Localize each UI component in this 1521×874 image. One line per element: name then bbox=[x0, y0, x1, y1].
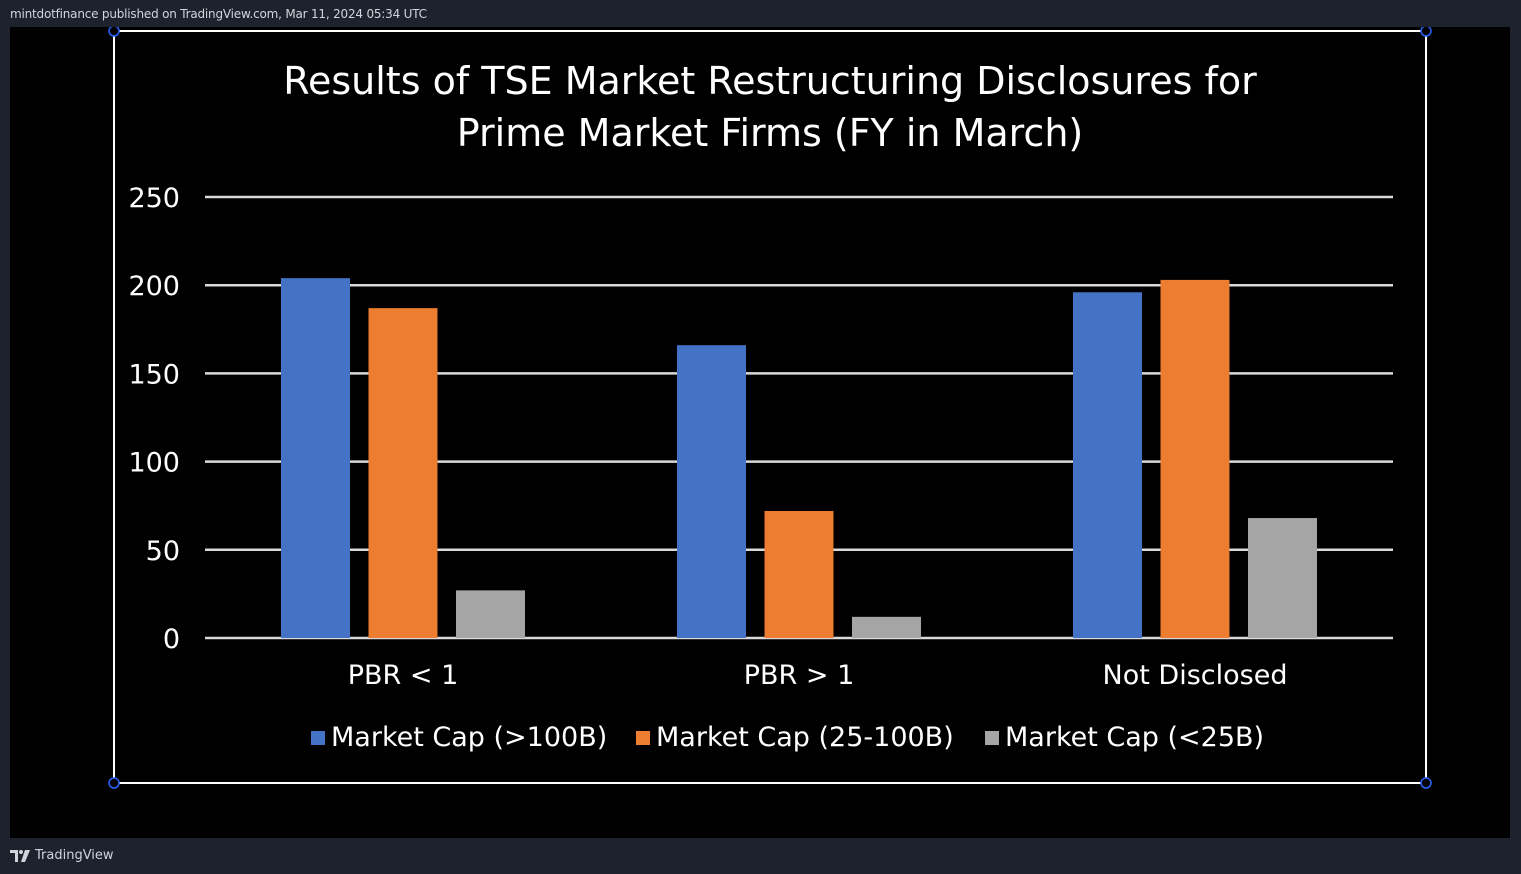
selection-frame[interactable] bbox=[113, 30, 1427, 784]
y-tick-label: 50 bbox=[146, 536, 180, 567]
legend-swatch bbox=[985, 731, 999, 745]
resize-handle-top-right[interactable] bbox=[1420, 27, 1432, 37]
resize-handle-bottom-left[interactable] bbox=[108, 777, 120, 789]
bar[interactable] bbox=[456, 590, 525, 638]
legend-label: Market Cap (25-100B) bbox=[656, 722, 954, 753]
legend-swatch bbox=[311, 731, 325, 745]
y-tick-label: 200 bbox=[128, 271, 180, 302]
chart-canvas: Results of TSE Market Restructuring Disc… bbox=[10, 27, 1510, 838]
bar[interactable] bbox=[764, 510, 834, 638]
chart-title-line-1: Results of TSE Market Restructuring Disc… bbox=[283, 59, 1257, 103]
resize-handle-bottom-right[interactable] bbox=[1420, 777, 1432, 789]
footer: TradingView bbox=[10, 848, 114, 863]
x-category-label: PBR > 1 bbox=[744, 660, 855, 691]
bar[interactable] bbox=[281, 278, 350, 638]
y-tick-label: 100 bbox=[128, 448, 180, 479]
y-tick-label: 250 bbox=[128, 183, 180, 214]
bar[interactable] bbox=[677, 345, 746, 638]
footer-brand: TradingView bbox=[35, 848, 114, 863]
bar[interactable] bbox=[368, 308, 438, 638]
chart-title-line-2: Prime Market Firms (FY in March) bbox=[457, 111, 1083, 155]
legend-swatch bbox=[636, 731, 650, 745]
bar[interactable] bbox=[852, 616, 921, 638]
bar-chart: Results of TSE Market Restructuring Disc… bbox=[108, 27, 1432, 789]
x-category-label: PBR < 1 bbox=[348, 660, 459, 691]
tradingview-logo-icon bbox=[10, 849, 30, 862]
bar[interactable] bbox=[1073, 292, 1142, 638]
bar[interactable] bbox=[1160, 279, 1230, 638]
publish-info: mintdotfinance published on TradingView.… bbox=[10, 7, 427, 21]
x-category-label: Not Disclosed bbox=[1103, 660, 1288, 691]
legend-label: Market Cap (<25B) bbox=[1005, 722, 1264, 753]
legend-label: Market Cap (>100B) bbox=[331, 722, 607, 753]
y-tick-label: 0 bbox=[163, 624, 180, 655]
bar[interactable] bbox=[1248, 518, 1317, 638]
y-tick-label: 150 bbox=[128, 359, 180, 390]
resize-handle-top-left[interactable] bbox=[108, 27, 120, 37]
